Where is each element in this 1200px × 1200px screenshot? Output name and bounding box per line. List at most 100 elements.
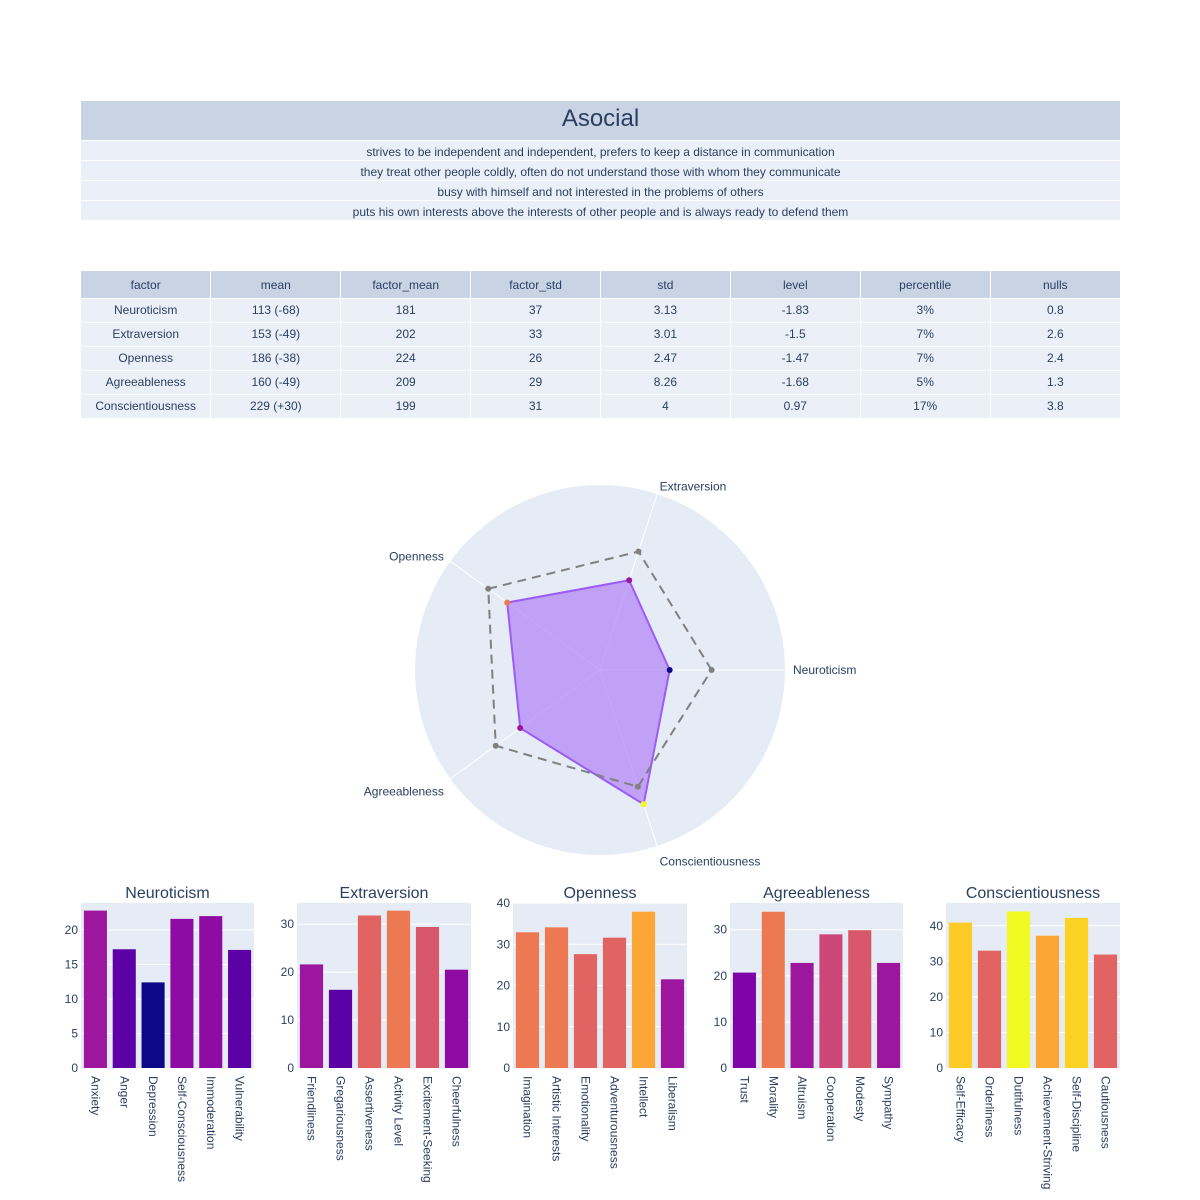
x-tick-label: Modesty [853,1076,867,1121]
table-cell: 229 (+30) [210,394,342,419]
radar-reference-point [492,742,499,749]
table-cell: 3.13 [600,298,731,323]
radar-axis-label: Extraversion [660,479,727,493]
y-tick-label: 0 [936,1061,943,1075]
radar-axis-label: Agreeableness [364,784,444,798]
y-tick-label: 0 [71,1061,78,1075]
table-cell: 7% [860,322,991,347]
table-cell: Extraversion [81,322,212,347]
y-tick-label: 5 [71,1026,78,1040]
x-tick-label: Emotionality [579,1076,593,1141]
y-tick-label: 30 [281,917,295,931]
y-tick-label: 0 [287,1061,294,1075]
table-cell: 160 (-49) [210,370,342,395]
x-tick-label: Cooperation [824,1076,838,1141]
type-title: Asocial [81,101,1120,141]
table-cell: 224 [340,346,472,371]
table-cell: -1.5 [730,322,861,347]
x-tick-label: Depression [146,1076,160,1137]
table-cell: 186 (-38) [210,346,342,371]
radar-actual-point [626,577,633,584]
radar-axis-label: Openness [389,550,444,564]
x-tick-label: Trust [737,1076,751,1104]
bar-plot-area [297,903,471,1068]
table-cell: 0.8 [990,298,1120,323]
table-cell: 0.97 [730,394,861,419]
x-tick-label: Vulnerability [233,1076,247,1141]
radar-actual-area [506,579,671,806]
x-tick-label: Self-Efficacy [954,1076,968,1142]
description-row: busy with himself and not interested in … [81,181,1120,201]
table-row: Agreeableness 160 (-49) 209 29 8.26 -1.68 5% 1.… [81,370,1120,395]
table-cell: -1.68 [730,370,861,395]
facet-chart-title: Conscientiousness [966,885,1100,902]
x-tick-label: Achievement-Striving [1041,1076,1055,1189]
y-tick-label: 40 [497,896,511,910]
table-cell: -1.83 [730,298,861,323]
column-header-nulls: nulls [990,271,1120,299]
x-tick-label: Assertiveness [363,1076,377,1151]
column-header-factor-std: factor_std [470,271,601,299]
description-row: puts his own interests above the interes… [81,201,1120,221]
table-cell: 17% [860,394,991,419]
facet-bar [602,937,627,1068]
facet-bar [415,926,440,1068]
table-cell: 33 [470,322,601,347]
radar-axis-label: Conscientiousness [660,855,761,869]
y-tick-label: 0 [503,1061,510,1075]
table-cell: 181 [340,298,472,323]
facet-bar [948,922,973,1068]
table-cell: 209 [340,370,472,395]
x-tick-label: Cheerfulness [450,1076,464,1147]
facet-bar [1035,935,1060,1068]
facet-bar [299,964,324,1068]
table-row: Openness 186 (-38) 224 26 2.47 -1.47 7% 2.4 [81,346,1120,371]
radar-actual-point [504,599,511,606]
facet-bar [357,915,382,1068]
x-tick-label: Self-Discipline [1070,1076,1084,1152]
table-cell: Neuroticism [81,298,212,323]
table-cell: 37 [470,298,601,323]
facet-bar [848,930,872,1068]
facet-chart-title: Agreeableness [763,885,870,902]
facet-bar [228,949,252,1068]
y-tick-label: 30 [714,923,728,937]
facet-bar [170,918,194,1068]
table-cell: 4 [600,394,731,419]
x-tick-label: Morality [766,1076,780,1118]
x-tick-label: Imagination [521,1076,535,1138]
y-tick-label: 20 [714,969,728,983]
y-tick-label: 10 [65,992,79,1006]
facet-bar [761,911,785,1068]
x-tick-label: Dutifulness [1012,1076,1026,1135]
facet-bar [819,934,843,1068]
column-header-level: level [730,271,861,299]
column-header-std: std [600,271,731,299]
radar-actual-point [640,801,647,808]
x-tick-label: Immoderation [204,1076,218,1149]
y-tick-label: 20 [65,923,79,937]
table-row: Conscientiousness 229 (+30) 199 31 4 0.97 17% 3… [81,394,1120,419]
facet-bar [573,954,598,1068]
y-tick-label: 30 [930,954,944,968]
facet-bar [112,949,136,1068]
x-tick-label: Orderliness [983,1076,997,1137]
facet-bar [544,927,569,1068]
y-tick-label: 30 [497,937,511,951]
table-cell: Openness [81,346,212,371]
table-row: Extraversion 153 (-49) 202 33 3.01 -1.5 7% 2.6 [81,322,1120,347]
facet-bar [1006,911,1031,1068]
facet-chart-title: Neuroticism [125,885,209,902]
column-header-mean: mean [210,271,342,299]
y-tick-label: 10 [714,1015,728,1029]
table-cell: 8.26 [600,370,731,395]
table-cell: 5% [860,370,991,395]
facet-bar [631,911,656,1068]
table-cell: 2.4 [990,346,1120,371]
column-header-factor: factor [81,271,212,299]
table-row: Neuroticism 113 (-68) 181 37 3.13 -1.83 3% 0.8 [81,298,1120,323]
radar-actual-point [666,667,673,673]
y-tick-label: 10 [281,1013,295,1027]
facet-bar [444,969,469,1068]
